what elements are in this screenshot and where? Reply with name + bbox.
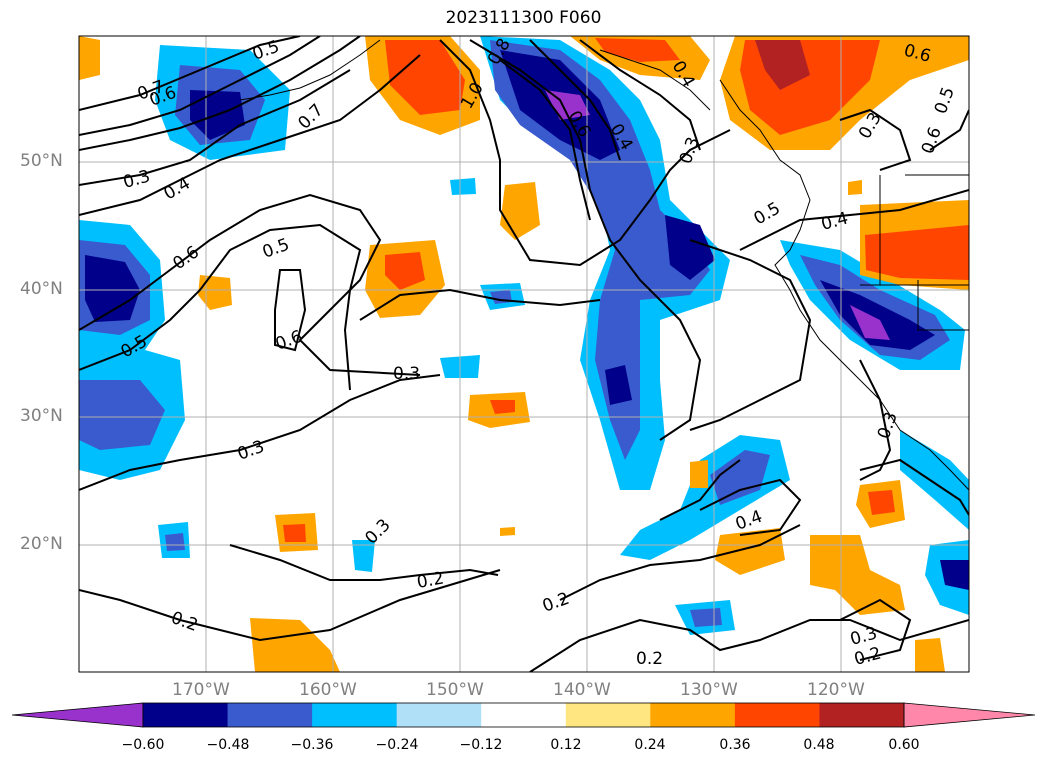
neg-region-w [690, 608, 722, 627]
lon-label-160w: 160°W [299, 680, 357, 700]
colorbar-cell [565, 703, 651, 727]
gridlines [79, 36, 969, 672]
neg-region-r [710, 450, 770, 505]
colorbar-cell [819, 703, 905, 727]
pos-region-r [868, 490, 895, 515]
lat-label-20n: 20°N [20, 534, 63, 554]
map-frame [78, 35, 970, 673]
colorbar-tick: −0.60 [121, 737, 165, 753]
neg-region-a [480, 36, 730, 490]
neg-region-x [158, 178, 525, 572]
colorbar-tick: −0.24 [375, 737, 419, 753]
lon-label-170w: 170°W [172, 680, 230, 700]
pos-region-u [250, 618, 340, 672]
pos-region-j [385, 252, 425, 290]
lon-label-120w: 120°W [807, 680, 865, 700]
colorbar-tick: −0.36 [290, 737, 334, 753]
pos-region-s [810, 535, 905, 615]
contour-label: 0.2 [636, 649, 663, 669]
colorbar-tick: 0.48 [803, 737, 835, 753]
page-title: 2023111300 F060 [445, 8, 602, 28]
lon-label-130w: 130°W [680, 680, 738, 700]
lon-label-140w: 140°W [553, 680, 611, 700]
contour-lines [79, 36, 969, 672]
pos-region-t [715, 528, 785, 575]
colorbar-cell [312, 703, 398, 727]
contour-label: 0.3 [393, 364, 420, 384]
colorbar-cell [143, 703, 229, 727]
pos-region-p [865, 225, 969, 280]
colorbar-tick: 0.24 [634, 737, 666, 753]
neg-region-l [85, 255, 140, 322]
neg-region-f [605, 365, 632, 405]
colorbar-tick: 0.60 [888, 737, 920, 753]
shaded-fields [79, 36, 969, 672]
colorbar-extend-low [11, 702, 144, 728]
pos-region-h [79, 36, 100, 80]
colorbar-cell [650, 703, 736, 727]
lat-label-30n: 30°N [20, 406, 63, 426]
coastlines [239, 39, 969, 491]
lon-label-150w: 150°W [426, 680, 484, 700]
contour-label: 0.2 [415, 569, 445, 593]
pos-region-d [595, 38, 680, 62]
colorbar [11, 702, 1036, 728]
lat-label-50n: 50°N [20, 151, 63, 171]
colorbar-tick: 0.12 [550, 737, 582, 753]
pos-region-n [490, 400, 515, 414]
neg-region-u [940, 560, 969, 590]
colorbar-extend-high [903, 702, 1036, 728]
colorbar-tick: −0.48 [206, 737, 250, 753]
colorbar-cell [734, 703, 820, 727]
pos-region-g [755, 40, 810, 90]
neg-region-e [665, 215, 715, 280]
colorbar-cell [396, 703, 482, 727]
lat-label-40n: 40°N [20, 279, 63, 299]
colorbar-tick: −0.12 [459, 737, 503, 753]
colorbar-cell [227, 703, 313, 727]
colorbar-tick: 0.36 [719, 737, 751, 753]
neg-region-s [900, 430, 969, 530]
colorbar-frame [142, 702, 905, 728]
neg-region-o [820, 280, 935, 350]
pos-region-b [385, 40, 465, 115]
neg-region-p [850, 305, 890, 340]
pos-region-w [283, 524, 306, 542]
colorbar-cell [481, 703, 567, 727]
